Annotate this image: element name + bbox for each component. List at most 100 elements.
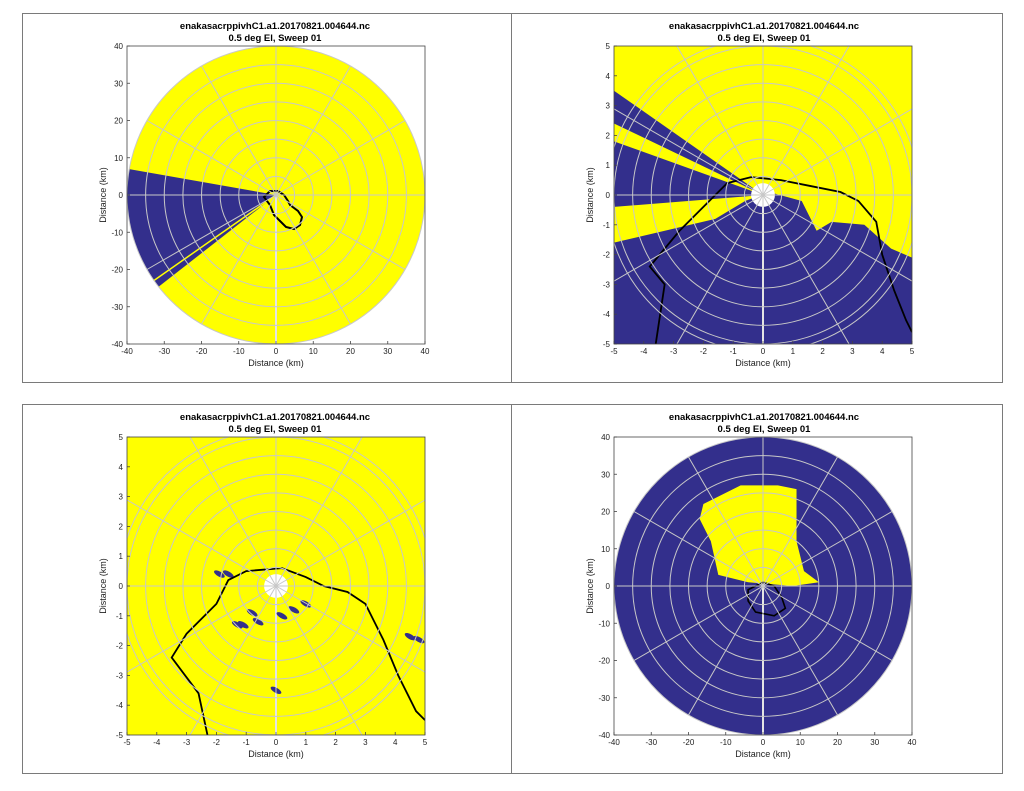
x-tick-label: -30 [645,738,657,747]
y-tick-label: -1 [603,221,611,230]
chart-title: enakasacrppivhC1.a1.20170821.004644.nc [180,412,370,423]
x-tick-label: -2 [213,738,221,747]
chart-subtitle: 0.5 deg El, Sweep 01 [229,33,323,44]
y-tick-label: -20 [598,657,610,666]
y-tick-label: 10 [601,545,610,554]
x-tick-label: 20 [346,347,355,356]
y-tick-label: 4 [606,72,611,81]
y-tick-label: 0 [119,191,124,200]
x-tick-label: 5 [423,738,428,747]
radar-panel-1: -40 -30 -20 -10 0 10 20 30 40 40 30 20 10 0 -10 -20 -30 -… [98,21,430,368]
y-tick-label: 30 [601,470,610,479]
x-tick-label: 40 [421,347,430,356]
x-tick-label: 20 [833,738,842,747]
azimuth-spoke [688,585,764,716]
azimuth-spoke [275,437,363,587]
y-tick-label: 0 [606,191,611,200]
navy-spot [237,621,249,629]
y-tick-label: 1 [119,552,124,561]
azimuth-spoke [762,585,893,661]
y-tick-label: 20 [114,117,123,126]
x-tick-label: -40 [121,347,133,356]
x-tick-label: -40 [608,738,620,747]
azimuth-spoke [275,65,351,196]
azimuth-spoke [275,194,406,270]
azimuth-spoke [275,194,351,325]
y-axis-label: Distance (km) [98,558,108,614]
azimuth-spoke [633,585,764,661]
y-tick-label: -5 [603,340,611,349]
y-tick-label: 10 [114,154,123,163]
azimuth-spoke [275,499,425,587]
navy-spot [222,570,234,578]
y-tick-label: -3 [603,280,611,289]
x-tick-label: -4 [640,347,648,356]
y-tick-label: 40 [601,433,610,442]
navy-spot [288,606,300,614]
x-tick-label: 10 [309,347,318,356]
azimuth-spoke [762,108,912,196]
navy-spoke-1 [614,90,763,195]
x-tick-label: -3 [183,738,191,747]
azimuth-spoke [762,456,838,587]
x-axis-label: Distance (km) [735,749,791,759]
azimuth-spoke [762,194,850,344]
x-tick-label: 2 [820,347,825,356]
azimuth-spoke [201,194,277,325]
x-tick-label: 40 [908,738,917,747]
y-tick-label: -10 [598,619,610,628]
azimuth-spoke [688,456,764,587]
azimuth-spoke [762,511,893,587]
azimuth-spoke [275,585,363,735]
azimuth-spoke [275,585,425,673]
plot-area [127,46,425,344]
y-tick-label: 0 [606,582,611,591]
y-tick-label: -4 [116,701,124,710]
x-tick-label: -10 [720,738,732,747]
yellow-echo [699,485,819,586]
chart-subtitle: 0.5 deg El, Sweep 01 [718,424,812,435]
x-tick-label: -20 [683,738,695,747]
radar-panel-2: -5 -4 -3 -2 -1 0 1 2 3 4 5 5 4 3 2 1 0 -1 -2 -3 -4 -5 enakasac… [585,21,915,368]
navy-spot [276,612,288,620]
azimuth-spoke [614,108,764,196]
navy-spot [413,635,425,644]
x-tick-label: -30 [158,347,170,356]
x-tick-label: 0 [761,738,766,747]
azimuth-spoke [676,194,764,344]
y-tick-label: -2 [603,251,611,260]
navy-spot [214,570,225,578]
chart-subtitle: 0.5 deg El, Sweep 01 [229,424,323,435]
y-tick-label: -40 [598,731,610,740]
x-axis-label: Distance (km) [248,749,304,759]
plot-area [614,46,912,344]
chart-title: enakasacrppivhC1.a1.20170821.004644.nc [669,21,859,32]
y-tick-label: -30 [111,303,123,312]
azimuth-spoke [146,120,277,196]
y-tick-label: 30 [114,79,123,88]
x-tick-label: -2 [700,347,708,356]
azimuth-spoke [127,585,277,673]
y-tick-label: 3 [606,102,611,111]
y-tick-label: 1 [606,161,611,170]
azimuth-spoke [201,65,277,196]
azimuth-spoke [127,499,277,587]
x-tick-label: 1 [304,738,309,747]
x-tick-label: 3 [850,347,855,356]
x-tick-label: 5 [910,347,915,356]
azimuth-spoke [762,46,850,196]
y-tick-label: 4 [119,463,124,472]
y-tick-label: -1 [116,612,124,621]
azimuth-spoke [676,46,764,196]
x-tick-label: 10 [796,738,805,747]
x-tick-label: 30 [383,347,392,356]
x-tick-label: 3 [363,738,368,747]
radar-panel-3: -5 -4 -3 -2 -1 0 1 2 3 4 5 5 4 3 2 1 0 -1 -2 -3 -4 -5 enakasac… [98,412,428,759]
y-tick-label: -20 [111,266,123,275]
x-tick-label: -5 [610,347,618,356]
navy-spot [404,632,416,641]
y-tick-label: 5 [119,433,124,442]
x-tick-label: 30 [870,738,879,747]
azimuth-spoke [146,194,277,270]
